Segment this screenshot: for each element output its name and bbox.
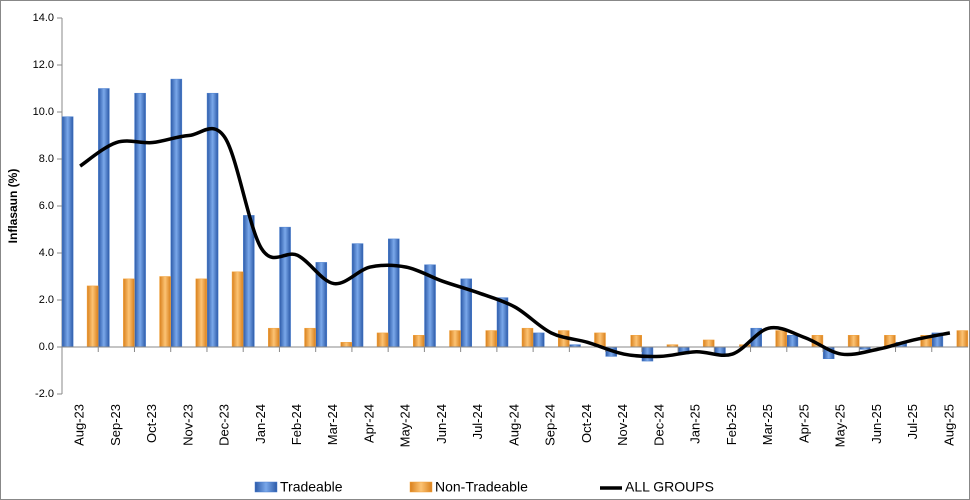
bar bbox=[847, 335, 860, 348]
bar bbox=[413, 335, 425, 348]
y-tick-label: 14.0 bbox=[33, 12, 54, 24]
bar bbox=[388, 238, 400, 348]
bar bbox=[134, 92, 146, 348]
y-tick-label: 8.0 bbox=[39, 153, 54, 165]
bar bbox=[98, 88, 110, 348]
y-axis-label: Inflasaun (%) bbox=[6, 169, 20, 244]
bar bbox=[786, 335, 799, 348]
bar bbox=[170, 78, 183, 348]
x-tick-label: Apr-24 bbox=[361, 404, 376, 443]
x-tick-label: Dec-23 bbox=[217, 404, 232, 446]
bar bbox=[485, 330, 498, 348]
x-tick-label: Jun-25 bbox=[869, 404, 884, 444]
x-tick-label: Apr-25 bbox=[796, 404, 811, 443]
bar bbox=[123, 278, 135, 348]
legend-swatch bbox=[254, 481, 278, 493]
bar bbox=[521, 327, 534, 348]
bar bbox=[449, 330, 461, 348]
bar bbox=[532, 332, 545, 348]
x-tick-label: Nov-23 bbox=[180, 404, 195, 446]
bar bbox=[195, 278, 208, 348]
bar bbox=[775, 330, 787, 348]
x-tick-label: Mar-25 bbox=[760, 404, 775, 445]
bar bbox=[702, 339, 715, 348]
x-tick-label: Jun-24 bbox=[434, 404, 449, 444]
x-tick-label: May-25 bbox=[833, 404, 848, 447]
legend-label: Non-Tradeable bbox=[435, 479, 528, 495]
x-tick-label: Jul-24 bbox=[470, 404, 485, 439]
x-tick-label: Jul-25 bbox=[905, 404, 920, 439]
legend-swatch bbox=[409, 481, 433, 493]
bar bbox=[304, 327, 316, 348]
bar bbox=[340, 342, 353, 348]
x-tick-label: Jan-24 bbox=[253, 404, 268, 444]
y-tick-label: 2.0 bbox=[39, 294, 54, 306]
x-tick-label: Feb-25 bbox=[724, 404, 739, 445]
x-tick-label: Jan-25 bbox=[688, 404, 703, 444]
y-tick-label: 0.0 bbox=[39, 341, 54, 353]
x-tick-label: Feb-24 bbox=[289, 404, 304, 445]
bar bbox=[496, 297, 509, 348]
bar bbox=[956, 330, 969, 348]
x-tick-label: Sep-23 bbox=[108, 404, 123, 446]
x-tick-label: Oct-23 bbox=[144, 404, 159, 443]
bar bbox=[61, 116, 74, 348]
legend-label: Tradeable bbox=[280, 479, 343, 495]
bar bbox=[86, 285, 99, 348]
x-tick-label: Mar-24 bbox=[325, 404, 340, 445]
x-tick-label: Sep-24 bbox=[543, 404, 558, 446]
y-tick-label: 10.0 bbox=[33, 106, 54, 118]
y-tick-label: -2.0 bbox=[35, 388, 54, 400]
x-tick-label: Aug-24 bbox=[506, 404, 521, 446]
x-tick-label: Oct-24 bbox=[579, 404, 594, 443]
legend-label: ALL GROUPS bbox=[625, 479, 714, 495]
y-tick-label: 6.0 bbox=[39, 200, 54, 212]
bar bbox=[641, 346, 654, 362]
x-tick-label: May-24 bbox=[398, 404, 413, 447]
y-tick-label: 4.0 bbox=[39, 247, 54, 259]
bar bbox=[279, 226, 291, 348]
bar bbox=[351, 243, 364, 348]
y-tick-label: 12.0 bbox=[33, 59, 54, 71]
bar bbox=[231, 271, 244, 348]
bar bbox=[376, 332, 389, 348]
x-tick-label: Dec-24 bbox=[651, 404, 666, 446]
x-tick-label: Aug-23 bbox=[72, 404, 87, 446]
bar bbox=[268, 327, 280, 348]
bar bbox=[159, 276, 171, 348]
x-tick-label: Aug-25 bbox=[941, 404, 956, 446]
bar bbox=[630, 335, 642, 348]
bar bbox=[243, 215, 255, 348]
line bbox=[79, 126, 951, 359]
x-tick-label: Nov-24 bbox=[615, 404, 630, 446]
